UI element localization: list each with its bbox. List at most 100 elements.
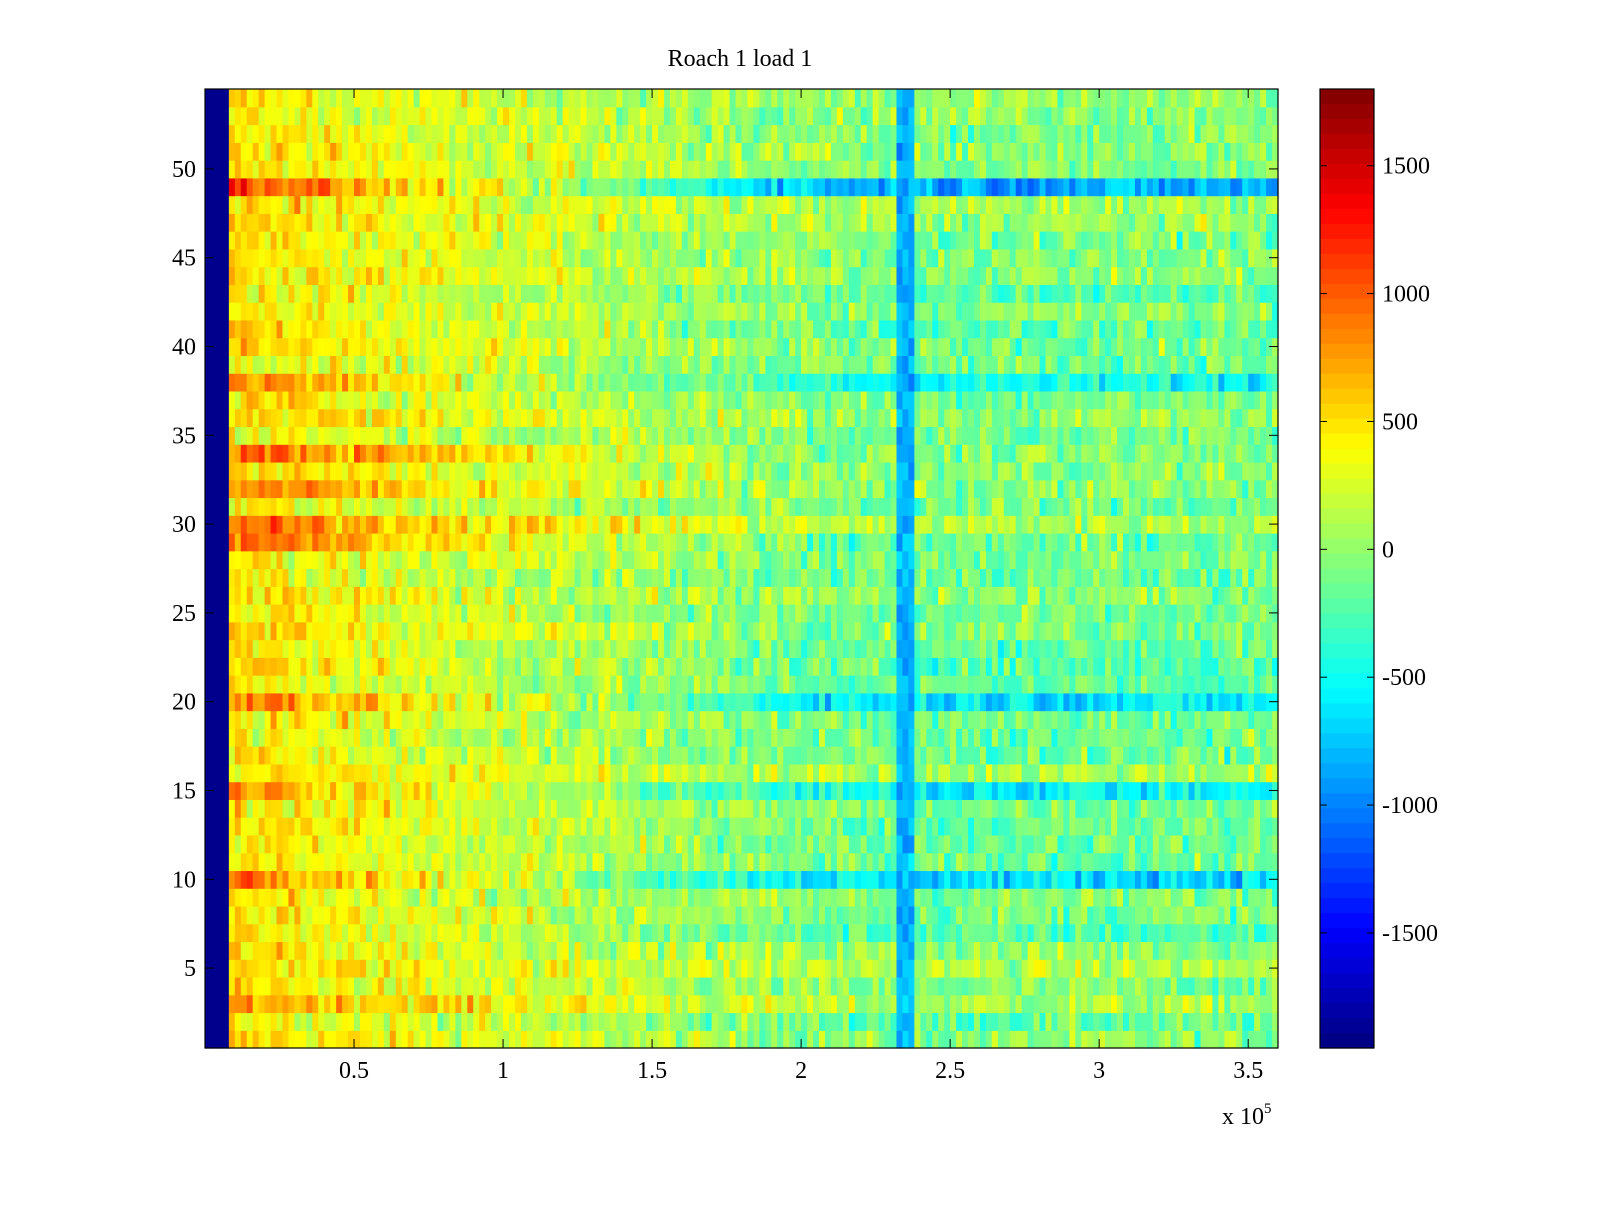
heatmap-cell <box>1057 870 1064 889</box>
heatmap-cell <box>1248 1012 1255 1031</box>
heatmap-cell <box>908 692 915 712</box>
heatmap-cell <box>526 905 534 925</box>
heatmap-cell <box>443 834 450 854</box>
heatmap-cell <box>1081 1012 1088 1031</box>
heatmap-cell <box>860 994 868 1014</box>
heatmap-cell <box>276 675 284 694</box>
heatmap-cell <box>1128 923 1136 943</box>
heatmap-cell <box>395 657 403 676</box>
heatmap-cell <box>1266 763 1273 783</box>
heatmap-cell <box>479 870 486 889</box>
heatmap-cell <box>503 657 510 676</box>
heatmap-cell <box>1117 1012 1124 1031</box>
heatmap-cell <box>1117 763 1124 783</box>
heatmap-cell <box>413 870 421 889</box>
heatmap-cell <box>1212 657 1219 676</box>
heatmap-cell <box>771 852 778 872</box>
heatmap-cell <box>616 568 623 587</box>
heatmap-cell <box>723 550 731 570</box>
heatmap-cell <box>234 728 242 747</box>
heatmap-cell <box>538 568 546 587</box>
heatmap-cell <box>330 781 337 800</box>
heatmap-cell <box>556 834 564 854</box>
heatmap-cell <box>532 781 540 800</box>
heatmap-cell <box>1021 799 1029 818</box>
heatmap-cell <box>991 888 999 907</box>
heatmap-cell <box>658 728 665 747</box>
heatmap-cell <box>801 1030 808 1049</box>
heatmap-cell <box>365 621 373 641</box>
heatmap-cell <box>324 621 331 641</box>
heatmap-cell <box>789 994 796 1014</box>
heatmap-cell <box>1075 604 1082 623</box>
heatmap-cell <box>807 1012 814 1031</box>
heatmap-cell <box>944 746 951 765</box>
heatmap-cell <box>807 905 814 925</box>
heatmap-cell <box>556 604 564 623</box>
heatmap-cell <box>592 550 600 570</box>
heatmap-cell <box>580 888 588 907</box>
heatmap-cell <box>956 799 963 818</box>
heatmap-cell <box>646 568 653 587</box>
heatmap-cell <box>270 1030 278 1049</box>
heatmap-cell <box>240 959 248 978</box>
heatmap-cell <box>1027 586 1035 605</box>
heatmap-cell <box>282 852 290 872</box>
heatmap-cell <box>813 639 820 658</box>
heatmap-cell <box>658 834 665 854</box>
heatmap-cell <box>246 568 254 587</box>
heatmap-cell <box>294 870 301 889</box>
heatmap-cell <box>723 568 731 587</box>
heatmap-cell <box>252 923 260 943</box>
heatmap-cell <box>1176 1012 1184 1031</box>
heatmap-cell <box>258 994 266 1014</box>
heatmap-cell <box>419 799 427 818</box>
heatmap-cell <box>276 852 284 872</box>
heatmap-cell <box>270 568 278 587</box>
heatmap-cell <box>765 746 772 765</box>
heatmap-cell <box>628 621 635 641</box>
heatmap-cell <box>1224 959 1231 978</box>
heatmap-cell <box>1027 1030 1035 1049</box>
heatmap-cell <box>622 746 629 765</box>
heatmap-cell <box>437 604 445 623</box>
heatmap-cell <box>944 923 951 943</box>
heatmap-cell <box>884 994 892 1014</box>
heatmap-cell <box>264 550 272 570</box>
heatmap-cell <box>413 657 421 676</box>
heatmap-cell <box>449 675 456 694</box>
heatmap-cell <box>407 621 415 641</box>
heatmap-cell <box>1206 905 1214 925</box>
heatmap-cell <box>1003 568 1011 587</box>
heatmap-cell <box>640 781 647 800</box>
heatmap-cell <box>383 710 391 729</box>
heatmap-cell <box>646 888 653 907</box>
heatmap-cell <box>306 817 313 836</box>
heatmap-cell <box>753 1030 760 1049</box>
heatmap-cell <box>210 550 218 570</box>
heatmap-cell <box>1164 870 1172 889</box>
heatmap-cell <box>276 568 284 587</box>
heatmap-cell <box>973 888 981 907</box>
heatmap-cell <box>437 728 445 747</box>
heatmap-cell <box>836 905 844 925</box>
heatmap-cell <box>234 959 242 978</box>
heatmap-cell <box>664 728 671 747</box>
heatmap-cell <box>371 621 379 641</box>
heatmap-cell <box>586 763 594 783</box>
heatmap-cell <box>401 799 409 818</box>
heatmap-cell <box>294 586 301 605</box>
heatmap-cell <box>610 781 617 800</box>
heatmap-cell <box>795 586 802 605</box>
heatmap-cell <box>401 941 409 960</box>
heatmap-cell <box>1152 621 1160 641</box>
heatmap-cell <box>1242 586 1249 605</box>
heatmap-cell <box>908 1012 915 1031</box>
heatmap-cell <box>920 888 927 907</box>
heatmap-cell <box>1009 657 1017 676</box>
heatmap-cell <box>920 1012 927 1031</box>
heatmap-cell <box>359 905 367 925</box>
heatmap-cell <box>401 976 409 996</box>
heatmap-cell <box>1230 941 1237 960</box>
heatmap-cell <box>234 639 242 658</box>
